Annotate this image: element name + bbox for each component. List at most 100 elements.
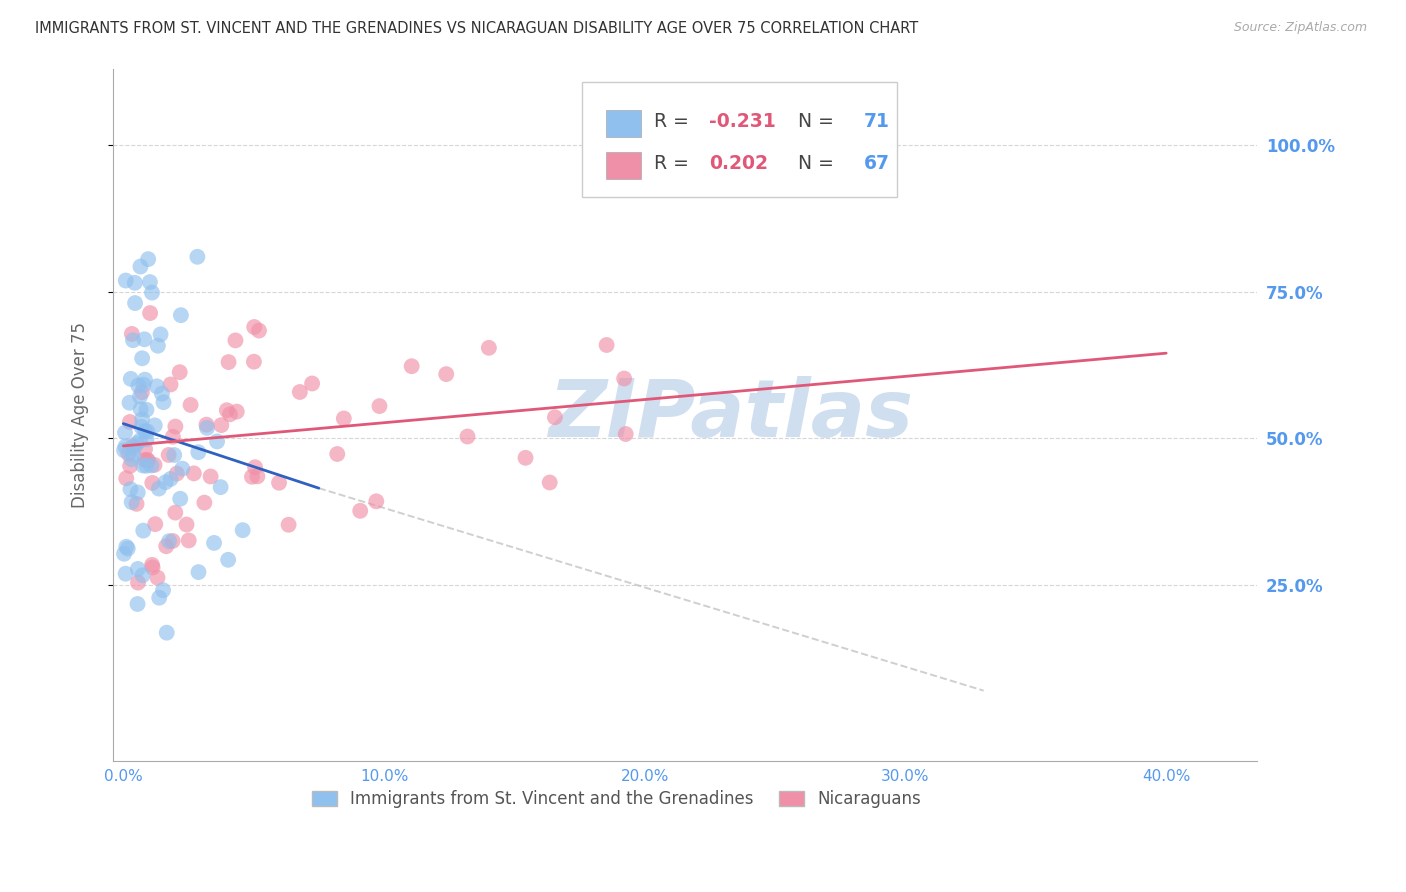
Point — [135, 458, 157, 473]
Point — [134, 332, 156, 346]
Point — [162, 533, 184, 548]
Point — [614, 427, 637, 442]
Point — [141, 475, 163, 490]
Point — [136, 453, 159, 467]
Legend: Immigrants from St. Vincent and the Grenadines, Nicaraguans: Immigrants from St. Vincent and the Gren… — [305, 784, 928, 815]
Point — [165, 419, 187, 434]
Point — [150, 386, 173, 401]
Point — [219, 407, 242, 421]
Point — [125, 436, 148, 450]
Point — [155, 475, 177, 490]
Point — [146, 379, 169, 393]
Point — [148, 591, 170, 605]
Text: Source: ZipAtlas.com: Source: ZipAtlas.com — [1233, 21, 1367, 35]
Point — [136, 252, 159, 267]
Point — [155, 539, 177, 553]
Point — [122, 439, 145, 453]
Point — [163, 448, 186, 462]
Point — [215, 403, 238, 417]
Point — [243, 460, 266, 475]
FancyBboxPatch shape — [582, 82, 897, 196]
Point — [136, 425, 159, 439]
Point — [200, 469, 222, 483]
Point — [141, 458, 163, 473]
Point — [368, 399, 391, 413]
Y-axis label: Disability Age Over 75: Disability Age Over 75 — [72, 322, 89, 508]
Point — [120, 458, 142, 473]
Point — [187, 565, 209, 579]
Point — [157, 448, 180, 462]
Point — [121, 495, 143, 509]
Point — [159, 472, 181, 486]
Point — [127, 575, 149, 590]
Point — [224, 334, 246, 348]
Point — [120, 482, 142, 496]
Text: R =: R = — [654, 154, 695, 173]
Point — [122, 441, 145, 455]
Point — [131, 412, 153, 426]
Text: 0.202: 0.202 — [709, 154, 768, 173]
Point — [143, 458, 166, 472]
Point — [134, 424, 156, 438]
Point — [129, 390, 152, 404]
Point — [117, 447, 139, 461]
Point — [434, 367, 457, 381]
Point — [127, 562, 149, 576]
Point — [132, 524, 155, 538]
Point — [176, 517, 198, 532]
Point — [131, 351, 153, 366]
Point — [166, 467, 188, 481]
Point — [187, 445, 209, 459]
Point — [613, 371, 636, 385]
Point — [129, 260, 152, 274]
Point — [122, 448, 145, 462]
Point — [288, 384, 311, 399]
Point — [139, 275, 162, 289]
Point — [218, 355, 240, 369]
Point — [202, 536, 225, 550]
Point — [139, 306, 162, 320]
Point — [457, 429, 479, 443]
Point — [114, 440, 136, 454]
Point — [127, 485, 149, 500]
Point — [141, 558, 163, 572]
Point — [125, 497, 148, 511]
Text: ZIPatlas: ZIPatlas — [548, 376, 914, 454]
Point — [129, 402, 152, 417]
Point — [595, 338, 617, 352]
Point — [146, 339, 169, 353]
Point — [142, 560, 165, 574]
Point — [169, 365, 191, 379]
Point — [114, 274, 136, 288]
Point — [180, 398, 202, 412]
Text: N =: N = — [786, 154, 839, 173]
Point — [122, 333, 145, 347]
Point — [141, 285, 163, 300]
Point — [157, 534, 180, 549]
Point — [277, 517, 299, 532]
Point — [209, 418, 232, 433]
Point — [121, 326, 143, 341]
Point — [143, 517, 166, 532]
Point — [156, 625, 179, 640]
Text: N =: N = — [786, 112, 839, 131]
FancyBboxPatch shape — [606, 111, 641, 137]
Point — [135, 433, 157, 447]
Point — [118, 415, 141, 429]
Point — [515, 450, 537, 465]
Point — [478, 341, 501, 355]
Point — [120, 372, 142, 386]
Point — [225, 404, 247, 418]
Point — [243, 320, 266, 334]
Point — [134, 453, 156, 467]
Point — [326, 447, 349, 461]
Point — [240, 469, 263, 483]
Point — [112, 547, 135, 561]
Point — [209, 480, 232, 494]
Point — [112, 443, 135, 458]
Point — [195, 421, 218, 435]
Point — [217, 553, 239, 567]
Point — [115, 540, 138, 554]
Point — [170, 308, 193, 322]
Point — [131, 419, 153, 434]
